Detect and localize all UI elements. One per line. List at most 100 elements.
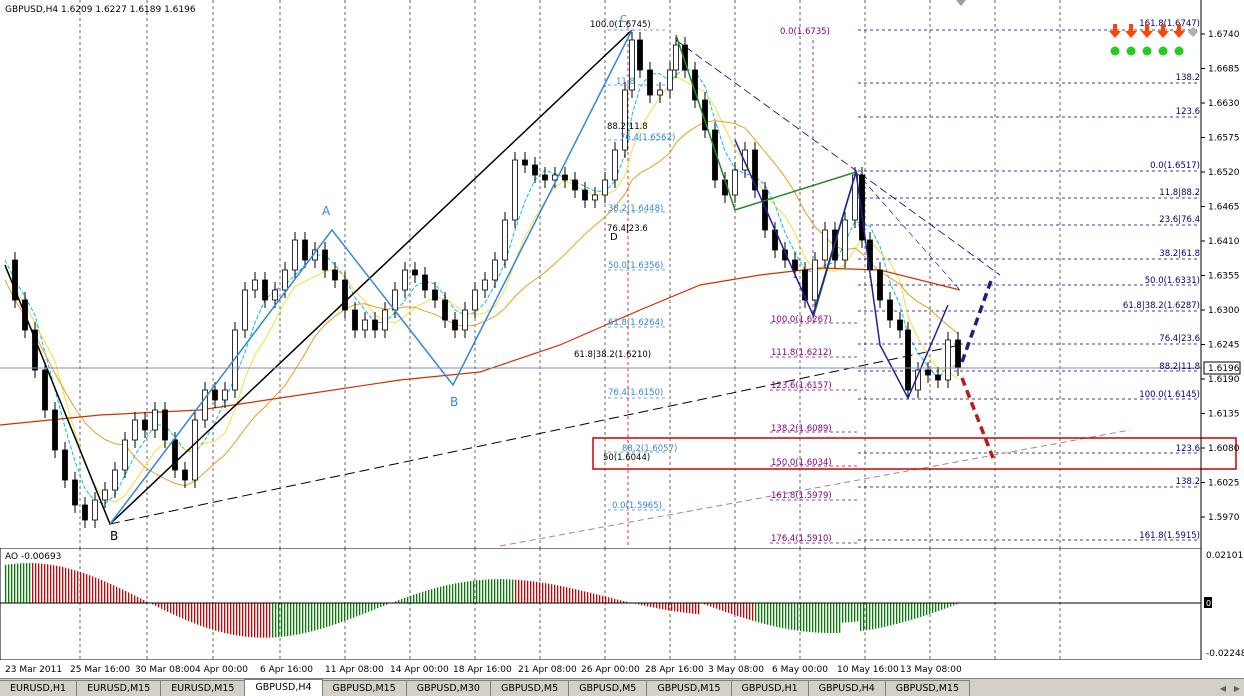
ao-bar bbox=[929, 603, 930, 614]
ao-bar bbox=[938, 603, 939, 611]
ao-bar bbox=[416, 594, 417, 603]
ao-bar bbox=[548, 584, 549, 603]
fib-label: 161.8(1.5915) bbox=[1139, 531, 1200, 541]
ao-bar bbox=[854, 603, 855, 622]
chart-tab[interactable]: GBPUSD,H4 bbox=[808, 680, 886, 696]
chart-tab[interactable]: GBPUSD,M5 bbox=[568, 680, 647, 696]
ao-bar bbox=[311, 603, 312, 631]
ao-bar bbox=[602, 596, 603, 603]
ao-bar bbox=[29, 563, 30, 603]
ao-bar bbox=[203, 603, 204, 627]
ao-bar bbox=[17, 563, 18, 603]
chart-tab[interactable]: GBPUSD,H1 bbox=[731, 680, 809, 696]
ao-bar bbox=[437, 587, 438, 603]
ao-bar bbox=[491, 579, 492, 603]
chart-tab[interactable]: EURUSD,H1 bbox=[0, 680, 77, 696]
ao-bar bbox=[830, 603, 831, 633]
ao-bar bbox=[755, 603, 756, 622]
price-tick-label: 1.6245 bbox=[1208, 341, 1240, 351]
ao-bar bbox=[671, 603, 672, 611]
ao-bar bbox=[101, 580, 102, 603]
tab-scroll-left-icon[interactable]: ◀ bbox=[1216, 682, 1230, 696]
ao-bar bbox=[206, 603, 207, 628]
ao-indicator-panel[interactable]: AO -0.00693 0.02101 0.00 -0.02248 bbox=[0, 548, 1244, 660]
ao-bar bbox=[698, 603, 699, 614]
ao-bar bbox=[593, 594, 594, 603]
ao-bar bbox=[413, 595, 414, 603]
candle bbox=[263, 280, 268, 300]
chart-tab[interactable]: GBPUSD,M15 bbox=[646, 680, 731, 696]
ao-bar bbox=[536, 582, 537, 603]
chart-tab[interactable]: EURUSD,M15 bbox=[76, 680, 161, 696]
chart-tab[interactable]: GBPUSD,M15 bbox=[322, 680, 407, 696]
time-label: 6 Apr 16:00 bbox=[260, 665, 313, 675]
ao-bar bbox=[89, 575, 90, 603]
ao-bar bbox=[770, 603, 771, 625]
ao-bar bbox=[326, 603, 327, 627]
ao-bar bbox=[8, 564, 9, 603]
ao-bar bbox=[137, 597, 138, 603]
ao-bar bbox=[572, 589, 573, 603]
ao-bar bbox=[686, 603, 687, 613]
candle bbox=[403, 270, 408, 290]
ao-tick-bottom: -0.02248 bbox=[1206, 649, 1244, 659]
ao-bar bbox=[512, 579, 513, 603]
ao-bar bbox=[818, 603, 819, 633]
time-label: 13 May 08:00 bbox=[900, 665, 962, 675]
fib-label: 38.2(1.6448) bbox=[608, 204, 663, 214]
signal-dot-icon bbox=[1127, 47, 1136, 56]
ao-bar bbox=[188, 603, 189, 621]
candle bbox=[273, 290, 278, 300]
chart-tab[interactable]: EURUSD,M15 bbox=[160, 680, 245, 696]
candle bbox=[473, 290, 478, 310]
candle bbox=[333, 270, 338, 280]
fib-label: 11.8|88.2 bbox=[1159, 188, 1200, 198]
ao-bar bbox=[557, 585, 558, 603]
candle bbox=[906, 330, 911, 390]
chart-tab[interactable]: GBPUSD,H4 bbox=[244, 679, 322, 696]
ao-bar bbox=[41, 564, 42, 603]
ao-bar bbox=[179, 603, 180, 617]
ao-bar bbox=[404, 598, 405, 603]
tab-scroll-right-icon[interactable]: ▶ bbox=[1230, 682, 1244, 696]
ao-bar bbox=[239, 603, 240, 636]
ao-bar bbox=[449, 585, 450, 603]
ao-bar bbox=[599, 595, 600, 603]
ao-bar bbox=[944, 603, 945, 609]
ao-bar bbox=[500, 579, 501, 603]
ao-bar bbox=[125, 591, 126, 603]
candle bbox=[563, 175, 568, 180]
candle bbox=[73, 480, 78, 505]
ao-bar bbox=[485, 580, 486, 603]
candle bbox=[573, 180, 578, 190]
ao-bar bbox=[743, 603, 744, 618]
candle bbox=[143, 420, 148, 430]
candle bbox=[668, 70, 673, 90]
price-tick-label: 1.6135 bbox=[1208, 410, 1240, 420]
ao-bar bbox=[875, 603, 876, 629]
ao-bar bbox=[494, 579, 495, 603]
ao-bar bbox=[158, 603, 159, 607]
ao-bar bbox=[329, 603, 330, 626]
time-label: 10 May 16:00 bbox=[837, 665, 899, 675]
chart-tab[interactable]: GBPUSD,M15 bbox=[885, 680, 970, 696]
main-price-chart[interactable]: A B B C D 100.0(1.6745) 11.8 88.2|11.8 7… bbox=[0, 0, 1244, 548]
candle bbox=[813, 260, 818, 300]
candle bbox=[63, 450, 68, 480]
ao-bar bbox=[32, 563, 33, 603]
candle bbox=[293, 240, 298, 270]
ao-bar bbox=[356, 603, 357, 616]
candle bbox=[936, 375, 941, 380]
ao-bar bbox=[455, 583, 456, 603]
ao-bar bbox=[533, 581, 534, 603]
ao-bar bbox=[647, 603, 648, 606]
ao-bar bbox=[131, 594, 132, 603]
chart-tab[interactable]: GBPUSD,M30 bbox=[406, 680, 491, 696]
ao-bar bbox=[104, 581, 105, 603]
ao-bar bbox=[341, 603, 342, 622]
ao-bar bbox=[353, 603, 354, 618]
chart-tab[interactable]: GBPUSD,M5 bbox=[490, 680, 569, 696]
ao-bar bbox=[209, 603, 210, 629]
ao-bar bbox=[554, 585, 555, 603]
ao-bar bbox=[278, 603, 279, 637]
